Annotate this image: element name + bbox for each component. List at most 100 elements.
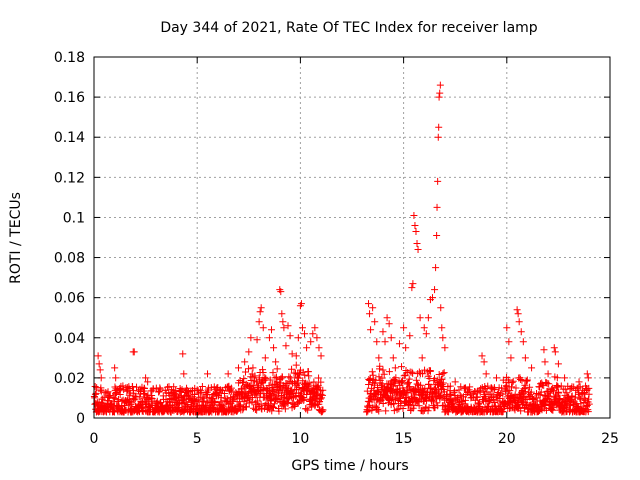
x-tick-label: 20 [498,431,516,447]
data-point [434,133,442,141]
noise-point [509,377,517,385]
data-point [528,364,536,372]
data-point [402,344,410,352]
noise-point [399,377,407,385]
data-point [462,384,470,392]
noise-point [299,368,307,376]
noise-point [517,407,525,415]
data-point [395,340,403,348]
noise-point [425,380,433,388]
y-tick-label: 0.02 [54,371,85,387]
noise-point [288,365,296,373]
noise-point [446,382,454,390]
noise-point [413,380,421,388]
data-point [478,352,486,360]
noise-point [268,387,276,395]
noise-point [455,386,463,394]
data-point [540,346,548,354]
data-point [142,374,150,382]
noise-point [285,373,293,381]
noise-point [220,390,228,398]
noise-point [129,382,137,390]
data-point [433,203,441,211]
noise-point [415,368,423,376]
x-axis-label: GPS time / hours [291,458,408,474]
noise-point [535,407,543,415]
data-point [234,364,242,372]
data-point [317,352,325,360]
y-tick-label: 0.1 [63,210,85,226]
noise-point [270,400,278,408]
noise-point [304,406,312,414]
y-tick-label: 0.06 [54,291,85,307]
data-point [366,310,374,318]
noise-point [234,391,242,399]
data-point [411,221,419,229]
noise-point [290,403,298,411]
noise-point [440,369,448,377]
data-point [179,350,187,358]
data-point [298,324,306,332]
data-point [561,374,569,382]
noise-point [379,399,387,407]
data-point [437,304,445,312]
plot-border [93,56,611,419]
data-point [441,344,449,352]
noise-point [526,383,534,391]
data-point [111,364,119,372]
noise-point [508,379,516,387]
noise-point [269,369,277,377]
noise-point [412,376,420,384]
data-point [297,300,305,308]
data-point [288,350,296,358]
data-point [371,318,379,326]
noise-point [260,385,268,393]
data-point [505,338,513,346]
data-point [292,352,300,360]
data-point [96,366,104,374]
data-point [365,300,373,308]
noise-point [288,386,296,394]
data-point [435,93,443,101]
noise-point [253,406,261,414]
data-point [272,358,280,366]
data-point [204,370,212,378]
noise-point [292,361,300,369]
noise-point [233,407,241,415]
data-point [428,294,436,302]
data-point [541,358,549,366]
data-point [507,354,515,362]
noise-point [197,388,205,396]
noise-point [269,404,277,412]
noise-point [149,385,157,393]
noise-point [417,381,425,389]
noise-point [259,369,267,377]
data-point [259,324,267,332]
data-point [503,324,511,332]
noise-point [163,383,171,391]
data-point [433,231,441,239]
data-point [112,374,120,382]
noise-point [427,385,435,393]
data-point [253,336,261,344]
noise-point [253,397,261,405]
data-point [413,240,421,248]
noise-point [508,383,516,391]
data-point [180,370,188,378]
data-point [409,280,417,288]
data-point [514,310,522,318]
data-point [284,322,292,330]
data-point [280,324,288,332]
noise-point [319,386,327,394]
noise-point [520,385,528,393]
noise-point [266,376,274,384]
y-tick-label: 0.16 [54,90,85,106]
data-point [435,123,443,131]
data-point [247,334,255,342]
noise-point [398,363,406,371]
noise-point [136,393,144,401]
data-point [515,318,523,326]
data-point [95,360,103,368]
data-point [224,370,232,378]
data-point [519,338,527,346]
